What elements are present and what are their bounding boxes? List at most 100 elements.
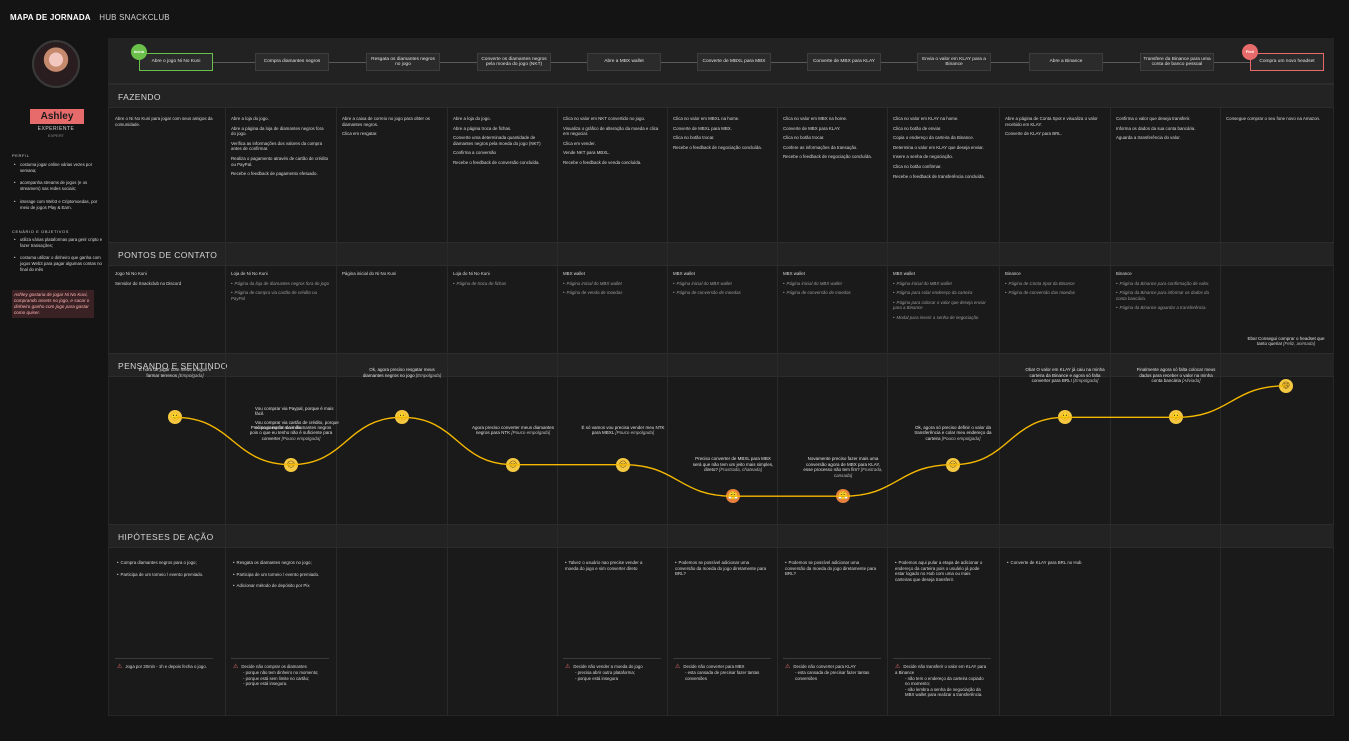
thought-mood: [Pouco empolgada] [281, 435, 321, 441]
stage-2[interactable]: Compra diamantes negros [255, 53, 329, 71]
stage-arrow [1103, 61, 1140, 63]
doing-step: Determina o valor em KLAY que deseja env… [893, 144, 984, 150]
hypothesis-item: Talvez o usuário nao precise vender a mo… [565, 560, 657, 571]
doing-cell: Abre a caixa de correio no jogo para obt… [342, 116, 440, 141]
touchpoint-sub: Página de compra via cartão de crédito o… [231, 290, 329, 301]
doing-step: Converte de KLAY para BRL. [1005, 131, 1062, 137]
doing-step: Recebe o feedback de pagamento efetuado. [231, 171, 318, 177]
hypothesis-cell: Podemos aqui pular a etapa de adicionar … [895, 560, 987, 588]
abandon-text: Decide não transferir o valor em KLAY pa… [895, 664, 987, 676]
stage-arrow [661, 61, 697, 63]
goal-item: costuma utilizar o dinheiro que ganha co… [14, 255, 104, 273]
thought-text: Eba! Consegui comprar o headset que tant… [1247, 335, 1325, 347]
abandon-cell: ⚠ Decide não comprar os diamantes - porque… [233, 664, 327, 687]
doing-cell: Consegue comprar o seu fone novo na Amaz… [1226, 116, 1324, 126]
end-badge: Fim! [1242, 44, 1258, 60]
column-divider [777, 108, 778, 716]
touchpoint-sub: Modal para inserir a senha de negociação [893, 315, 991, 321]
touchpoint-item: Binance [1116, 271, 1132, 276]
touchpoint-cell: Loja do Ni No Kuni Página de troca de fic… [453, 271, 551, 290]
touchpoint-cell: Jogo Ni No Kuni Servidor do Snackclub no … [115, 271, 213, 290]
hypothesis-cell: Talvez o usuário nao precise vender a mo… [565, 560, 657, 577]
column-divider [557, 108, 558, 716]
touchpoint-item: Servidor do Snackclub no Discord [115, 280, 182, 286]
profile-item: acompanha streams de jogos (e os streame… [14, 180, 104, 192]
touchpoint-item: MBX wallet [783, 271, 805, 276]
touchpoint-sub: Página de troca de fichas [453, 281, 551, 287]
doing-step: Aguarda a transferência do valor. [1116, 135, 1181, 141]
hypothesis-item: Compra diamantes negros para o jogo; [117, 560, 209, 566]
stage-arrow [329, 61, 366, 63]
doing-step: Informa os dados da sua conta bancária. [1116, 125, 1196, 131]
stage-arrow [213, 61, 255, 63]
abandon-reason: - não tem o endereço da carteira copiado… [905, 675, 984, 687]
thought-extra-item: Vou comprar via cartão de crédito, porqu… [255, 419, 339, 431]
touchpoint-sub: Página de conversão das moedas [1005, 290, 1103, 296]
doing-cell: Clica no valor em MBX na home. Converte d… [783, 116, 881, 164]
doing-step: Abre a página troca de fichas. [453, 125, 512, 131]
stage-6[interactable]: Converte de MBXL para MBX [697, 53, 771, 71]
doing-step: Abre o Ni No Kuni para jogar com seus am… [115, 116, 213, 127]
doing-step: Clica no valor em NKT convertido no jogo… [563, 116, 646, 121]
avatar [32, 40, 80, 88]
stage-1[interactable]: Abre o jogo Ni No Kuni [139, 53, 213, 71]
stage-10[interactable]: Transfere da Binance para uma conta de b… [1140, 53, 1214, 71]
touchpoint-sub: Página da loja de diamantes negros fora … [231, 281, 329, 287]
thought-extra: Vou comprar via Paypal, porque é mais fá… [255, 406, 339, 434]
touchpoint-cell: Loja de Ni No Kuni Página da loja de diam… [231, 271, 329, 305]
section-hypotheses: HIPÓTESES DE AÇÃO [108, 524, 1334, 548]
emotion-icon: 😑 [946, 457, 960, 472]
alert-icon: ⚠ [117, 664, 123, 670]
page-subtitle: HUB SNACKCLUB [99, 13, 170, 22]
stage-3[interactable]: Resgata os diamantes negros no jogo [366, 53, 440, 71]
persona-panel: Ashley EXPERIENTE EXPERT PERFIL costuma … [8, 38, 104, 718]
abandon-reason: - porque não tem dinheiro no momento; [243, 670, 319, 676]
doing-step: Abre a página de Conta Spot e visualiza … [1005, 116, 1098, 127]
hypothesis-item: Participa de um torneio / evento premiad… [117, 572, 209, 578]
column-divider [1220, 108, 1221, 716]
hypothesis-item: Podemos aqui pular a etapa de adicionar … [895, 560, 987, 582]
abandon-cell: ⚠ Decide não converter para MBX - esta can… [675, 664, 769, 681]
hypothesis-item: Podemos se possível adicionar uma conver… [675, 560, 767, 577]
alert-icon: ⚠ [565, 664, 571, 670]
thought-mood: [Empolgada] [178, 372, 204, 378]
doing-step: Clica no botão trocar. [783, 135, 825, 141]
page-title: MAPA DE JORNADA [10, 13, 91, 22]
stage-5[interactable]: Abre a MBX wallet [587, 53, 661, 71]
thought-text: Oba! O valor em KLAY já caiu na minha ca… [1025, 367, 1105, 384]
stage-11[interactable]: Compra um novo headset [1250, 53, 1324, 71]
doing-step: Converte de MBX para KLAY. [783, 125, 841, 131]
persona-name: Ashley [30, 109, 84, 124]
touchpoint-cell: MBX wallet Página inicial do MBX wallet Pá… [563, 271, 661, 300]
doing-cell: Clica no valor em NKT convertido no jogo… [563, 116, 661, 170]
thought-label: Agora preciso converter meus diamantes n… [471, 425, 555, 436]
doing-cell: Abre a página de Conta Spot e visualiza … [1005, 116, 1103, 141]
section-title: PENSANDO E SENTINDO [118, 361, 228, 371]
touchpoint-sub: Página inicial do MBX wallet [783, 281, 881, 287]
touchpoint-sub: Página da Binance para confirmação de va… [1116, 281, 1214, 287]
stage-7[interactable]: Converte de MBX para KLAY [807, 53, 881, 71]
touchpoint-sub: Página da Binance para informar os dados… [1116, 290, 1214, 301]
stage-9[interactable]: Abre a Binance [1029, 53, 1103, 71]
stage-4[interactable]: Converte os diamantes negros pela moeda … [477, 53, 551, 71]
column-divider [667, 108, 668, 716]
abandon-reason: - porque está insegura. [243, 681, 288, 687]
thought-label: É hora de jogar com meus amigos e farmar… [133, 367, 217, 378]
hypothesis-divider [231, 658, 329, 659]
stage-8[interactable]: Envia o valor em KLAY para a Binance [917, 53, 991, 71]
doing-step: Clica em resgatar. [342, 131, 378, 137]
stage-arrow [991, 61, 1029, 63]
touchpoint-cell: MBX wallet Página inicial do MBX wallet Pá… [673, 271, 771, 300]
section-title: HIPÓTESES DE AÇÃO [118, 532, 214, 542]
doing-step: Realiza o pagamento através de cartão de… [231, 155, 329, 167]
doing-step: Clica no botão confirmar. [893, 163, 942, 169]
stage-arrow [551, 61, 587, 63]
stage-arrow [881, 61, 917, 63]
touchpoint-item: MBX wallet [673, 271, 695, 276]
abandon-reason: - porque está insegura [575, 675, 618, 681]
doing-step: Recebe o feedback de conversão concluída… [453, 159, 540, 165]
section-thinking: PENSANDO E SENTINDO [108, 353, 1334, 377]
touchpoint-cell: Binance Página da Binance para confirmaçã… [1116, 271, 1214, 315]
goals-title: CENÁRIO E OBJETIVOS [12, 229, 69, 234]
touchpoint-item: Loja de Ni No Kuni [231, 271, 268, 276]
